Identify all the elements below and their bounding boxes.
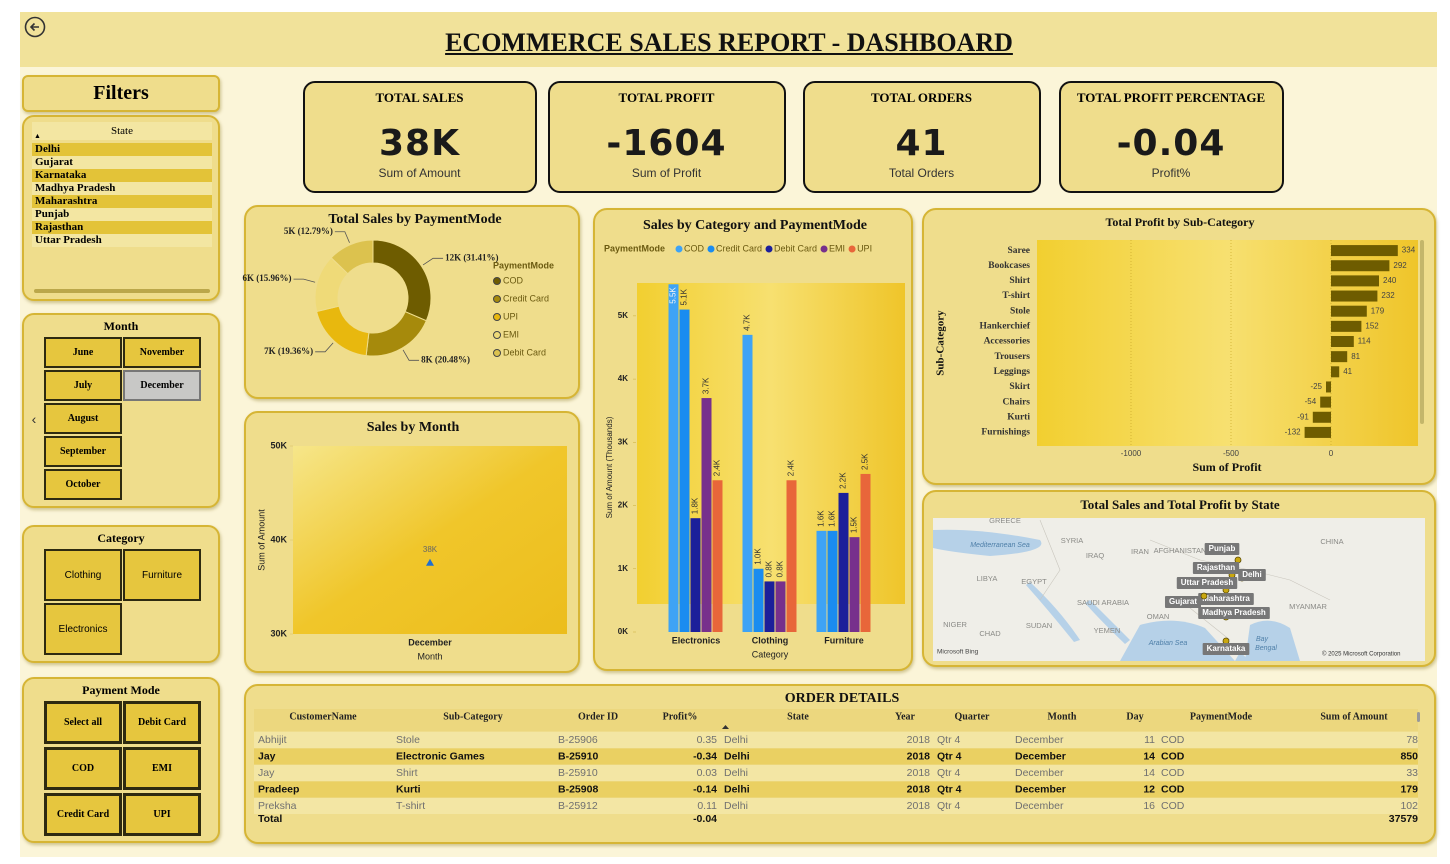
panel (593, 208, 913, 671)
kpi-title: TOTAL ORDERS (870, 90, 973, 105)
state-item[interactable]: Madhya Pradesh (32, 182, 212, 195)
month-button[interactable]: November (123, 337, 201, 368)
kpi-value: 38K (379, 122, 460, 164)
state-slicer: State ▲ Delhi Gujarat Karnataka Madhya Prades… (22, 115, 220, 301)
payment-button[interactable]: UPI (123, 793, 201, 836)
scroll-left[interactable]: ‹ (31, 411, 37, 427)
month-button[interactable]: September (44, 436, 122, 467)
kpi-caption: Profit% (1151, 166, 1191, 180)
month-title: Month (103, 318, 139, 333)
panel (244, 684, 1436, 844)
header-band (20, 12, 1437, 67)
filters-header: Filters (22, 75, 220, 112)
payment-button[interactable]: COD (44, 747, 122, 790)
state-item[interactable]: Rajasthan (32, 221, 212, 234)
panel (244, 411, 580, 673)
payment-button[interactable]: Debit Card (123, 701, 201, 744)
month-button[interactable]: December (123, 370, 201, 401)
kpi-card: TOTAL SALES 38K Sum of Amount (303, 81, 537, 193)
back-button[interactable] (23, 15, 47, 39)
kpi-caption: Total Orders (888, 166, 955, 180)
payment-button[interactable]: EMI (123, 747, 201, 790)
payment-title: Payment Mode (82, 682, 160, 697)
panel (244, 205, 580, 399)
kpi-card: TOTAL PROFIT -1604 Sum of Profit (548, 81, 786, 193)
state-item[interactable]: Karnataka (32, 169, 212, 182)
kpi-value: 41 (895, 122, 948, 164)
kpi-value: -0.04 (1116, 122, 1226, 164)
month-button[interactable]: October (44, 469, 122, 500)
state-item[interactable]: Gujarat (32, 156, 212, 169)
kpi-title: TOTAL SALES (375, 90, 464, 105)
kpi-title: TOTAL PROFIT (618, 90, 715, 105)
panel (922, 490, 1436, 667)
state-item[interactable]: Uttar Pradesh (32, 234, 212, 247)
month-button[interactable]: August (44, 403, 122, 434)
kpi-title: TOTAL PROFIT PERCENTAGE (1076, 90, 1266, 105)
panel (922, 208, 1436, 485)
month-button[interactable]: June (44, 337, 122, 368)
state-item[interactable]: Delhi (32, 143, 212, 156)
category-button[interactable]: Electronics (44, 603, 122, 655)
scrollbar (34, 289, 210, 293)
back-circle (24, 16, 46, 38)
state-item[interactable]: Punjab (32, 208, 212, 221)
category-button[interactable]: Clothing (44, 549, 122, 601)
kpi-caption: Sum of Profit (631, 166, 702, 180)
payment-button[interactable]: Credit Card (44, 793, 122, 836)
payment-slicer: Payment Mode Select all Debit Card COD EMI Cr… (22, 677, 220, 843)
category-title: Category (97, 530, 145, 545)
kpi-card: TOTAL ORDERS 41 Total Orders (803, 81, 1041, 193)
back-arrow (29, 22, 39, 32)
category-button[interactable]: Furniture (123, 549, 201, 601)
state-item[interactable]: Maharashtra (32, 195, 212, 208)
sort-arrow: ▲ (34, 133, 41, 140)
page-title: ECOMMERCE SALES REPORT - DASHBOARD (445, 28, 1013, 57)
kpi-card: TOTAL PROFIT PERCENTAGE -0.04 Profit% (1059, 81, 1284, 193)
kpi-caption: Sum of Amount (378, 166, 461, 180)
month-slicer: Month ‹ June November July December August Sept… (22, 313, 220, 508)
state-header: State (32, 122, 212, 140)
month-button[interactable]: July (44, 370, 122, 401)
kpi-value: -1604 (606, 122, 727, 164)
category-slicer: Category Clothing Furniture Electronics (22, 525, 220, 663)
payment-button[interactable]: Select all (44, 701, 122, 744)
